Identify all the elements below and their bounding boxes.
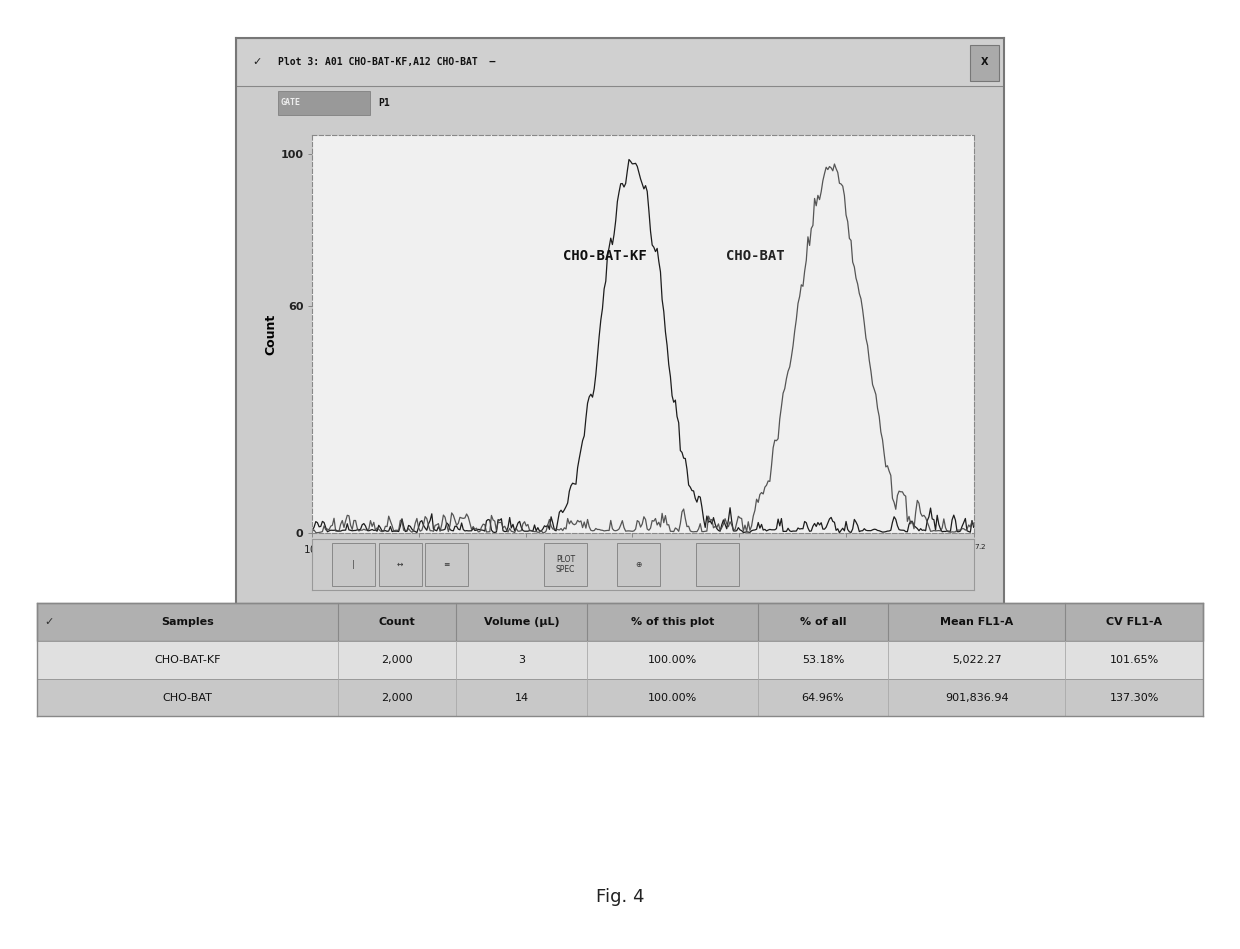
Text: CHO-BAT: CHO-BAT bbox=[727, 249, 785, 263]
Bar bbox=[378, 543, 422, 586]
Text: 2,000: 2,000 bbox=[382, 693, 413, 702]
Text: PLOT
SPEC: PLOT SPEC bbox=[556, 555, 575, 574]
Text: CHO-BAT-KF: CHO-BAT-KF bbox=[155, 655, 221, 664]
Text: CV FL1-A: CV FL1-A bbox=[1106, 617, 1162, 626]
Text: CHO-BAT: CHO-BAT bbox=[162, 693, 213, 702]
Text: 100.00%: 100.00% bbox=[647, 693, 697, 702]
Text: X: X bbox=[981, 58, 988, 67]
Text: ✓: ✓ bbox=[45, 617, 55, 626]
Text: Volume (μL): Volume (μL) bbox=[484, 617, 559, 626]
Text: ≡: ≡ bbox=[443, 560, 450, 569]
Text: % of all: % of all bbox=[800, 617, 846, 626]
Bar bbox=[970, 46, 999, 82]
Text: 2,000: 2,000 bbox=[382, 655, 413, 664]
Text: 100.00%: 100.00% bbox=[647, 655, 697, 664]
X-axis label: FL1-A: FL1-A bbox=[621, 562, 666, 576]
Text: ⊕: ⊕ bbox=[635, 560, 641, 569]
Text: 137.30%: 137.30% bbox=[1110, 693, 1158, 702]
Text: 14: 14 bbox=[515, 693, 528, 702]
Text: Count: Count bbox=[379, 617, 415, 626]
Bar bbox=[696, 543, 739, 586]
Text: |: | bbox=[352, 560, 355, 569]
Bar bbox=[544, 543, 587, 586]
Bar bbox=[616, 543, 660, 586]
Text: GATE: GATE bbox=[281, 99, 301, 107]
Text: % of this plot: % of this plot bbox=[631, 617, 714, 626]
Text: ✓: ✓ bbox=[253, 58, 262, 67]
Text: Mean FL1-A: Mean FL1-A bbox=[940, 617, 1013, 626]
Text: Plot 3: A01 CHO-BAT-KF,A12 CHO-BAT  —: Plot 3: A01 CHO-BAT-KF,A12 CHO-BAT — bbox=[278, 58, 495, 67]
Bar bbox=[236, 38, 1004, 86]
Text: 3: 3 bbox=[518, 655, 526, 664]
Text: Samples: Samples bbox=[161, 617, 215, 626]
Text: P1: P1 bbox=[378, 98, 389, 108]
Text: ↔: ↔ bbox=[397, 560, 403, 569]
Text: CHO-BAT-KF: CHO-BAT-KF bbox=[563, 249, 647, 263]
Y-axis label: Count: Count bbox=[264, 313, 278, 355]
Text: 5,022.27: 5,022.27 bbox=[952, 655, 1002, 664]
Bar bbox=[425, 543, 467, 586]
Text: 53.18%: 53.18% bbox=[802, 655, 844, 664]
Text: Fig. 4: Fig. 4 bbox=[595, 888, 645, 905]
Bar bbox=[332, 543, 376, 586]
Text: 901,836.94: 901,836.94 bbox=[945, 693, 1008, 702]
Text: 64.96%: 64.96% bbox=[802, 693, 844, 702]
Bar bbox=[278, 91, 370, 115]
Text: 101.65%: 101.65% bbox=[1110, 655, 1158, 664]
